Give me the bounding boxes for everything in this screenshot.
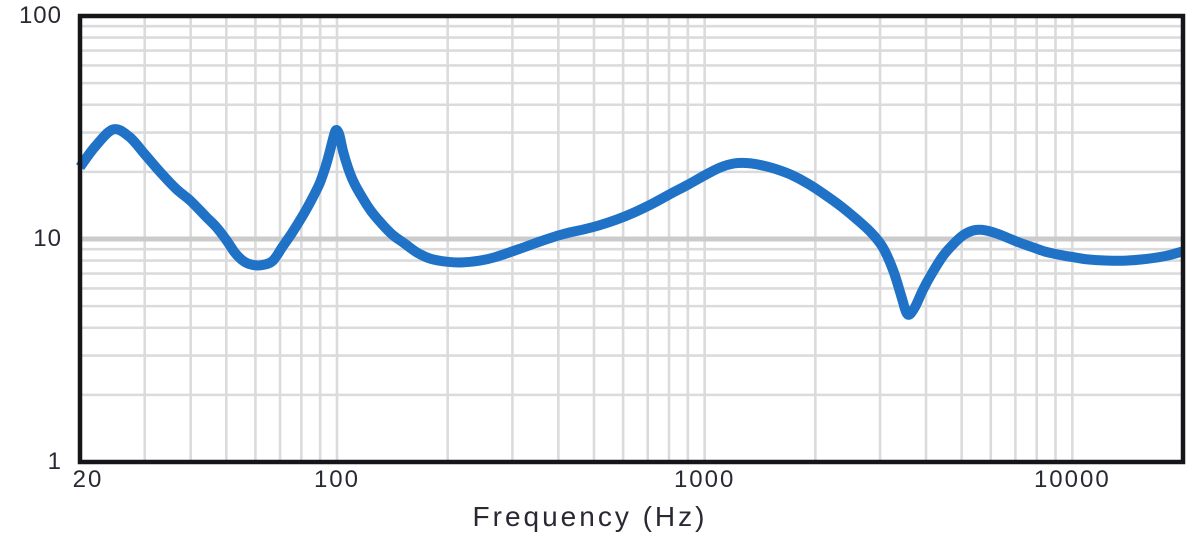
x-axis-tick-label-20: 20 <box>72 466 104 493</box>
impedance-curve <box>75 124 1185 320</box>
x-axis-tick-label-1000: 1000 <box>673 466 736 493</box>
y-axis-tick-label-10: 10 <box>33 225 62 252</box>
y-axis-tick-label-100: 100 <box>18 2 62 29</box>
y-axis-tick-label-1: 1 <box>47 448 62 475</box>
x-axis-tick-label-100: 100 <box>313 466 361 493</box>
x-axis-title: Frequency (Hz) <box>472 501 708 532</box>
x-axis-tick-label-10000: 10000 <box>1033 466 1111 493</box>
plot-frame <box>77 13 1186 465</box>
